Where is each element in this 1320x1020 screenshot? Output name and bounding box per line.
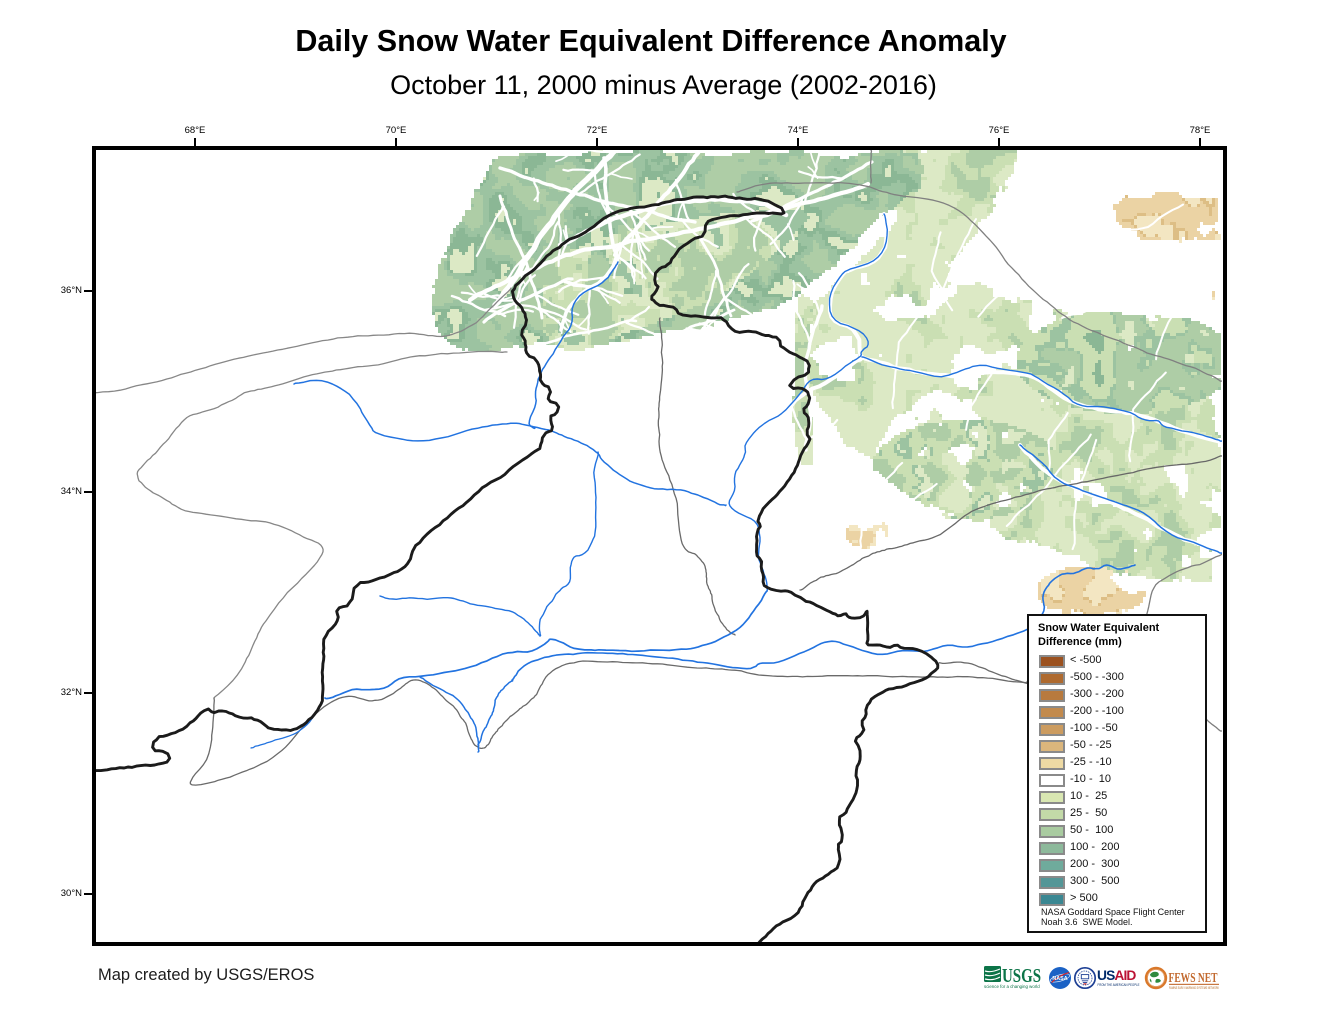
svg-text:NASA: NASA xyxy=(1052,976,1067,982)
svg-text:FEWS NET: FEWS NET xyxy=(1169,971,1218,986)
svg-text:USAID: USAID xyxy=(1097,968,1136,983)
svg-text:science for a changing world: science for a changing world xyxy=(984,984,1040,989)
svg-text:FROM THE AMERICAN PEOPLE: FROM THE AMERICAN PEOPLE xyxy=(1098,983,1140,987)
svg-text:USGS: USGS xyxy=(1002,965,1041,987)
svg-text:FAMINE EARLY WARNING SYSTEMS N: FAMINE EARLY WARNING SYSTEMS NETWORK xyxy=(1169,986,1219,990)
